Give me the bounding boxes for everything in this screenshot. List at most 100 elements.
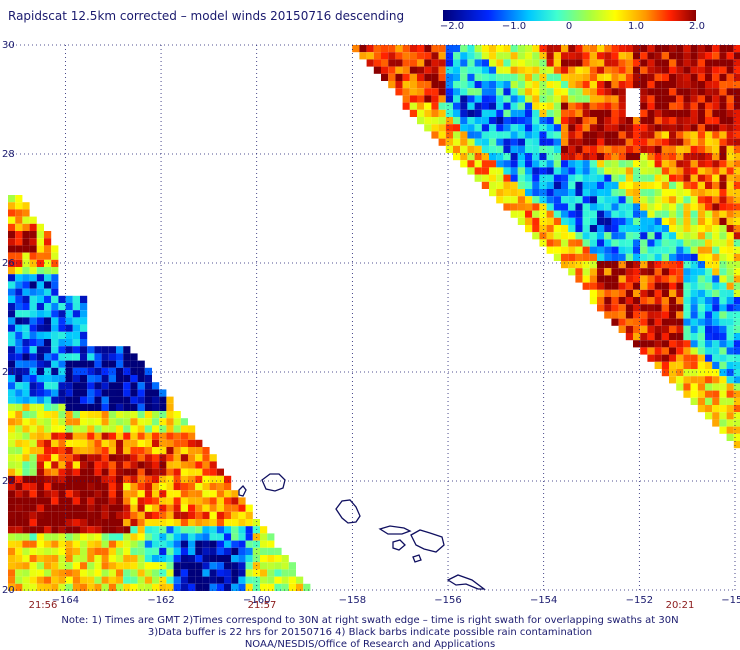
wind-cell: [445, 66, 453, 74]
wind-cell: [568, 203, 576, 211]
pass-time-label: 20:21: [665, 600, 695, 611]
wind-cell: [582, 124, 590, 132]
wind-cell: [561, 45, 569, 53]
wind-cell: [36, 562, 44, 570]
wind-cell: [640, 325, 648, 333]
wind-cell: [101, 526, 109, 534]
wind-cell: [44, 497, 52, 505]
wind-cell: [647, 311, 655, 319]
wind-cell: [597, 138, 605, 146]
wind-cell: [604, 66, 612, 74]
wind-cell: [582, 45, 590, 53]
wind-cell: [517, 124, 525, 132]
wind-cell: [453, 124, 461, 132]
wind-cell: [669, 369, 677, 377]
wind-cell: [87, 547, 95, 555]
wind-cell: [22, 331, 30, 339]
wind-cell: [669, 203, 677, 211]
wind-cell: [8, 576, 16, 584]
wind-cell: [438, 66, 446, 74]
wind-cell: [388, 45, 396, 53]
wind-cell: [733, 81, 740, 89]
wind-cell: [15, 281, 23, 289]
wind-cell: [633, 167, 641, 175]
wind-cell: [705, 145, 713, 153]
wind-cell: [726, 253, 734, 261]
wind-cell: [733, 268, 740, 276]
wind-cell: [726, 117, 734, 125]
wind-cell: [44, 259, 52, 267]
wind-cell: [108, 504, 116, 512]
wind-cell: [676, 167, 684, 175]
wind-cell: [94, 555, 102, 563]
wind-cell: [94, 569, 102, 577]
wind-cell: [618, 145, 626, 153]
wind-cell: [245, 555, 253, 563]
wind-cell: [8, 267, 16, 275]
wind-cell: [676, 376, 684, 384]
wind-cell: [8, 533, 16, 541]
wind-cell: [445, 109, 453, 117]
wind-cell: [733, 196, 740, 204]
wind-cell: [733, 275, 740, 283]
wind-cell: [144, 497, 152, 505]
wind-cell: [690, 333, 698, 341]
wind-cell: [597, 174, 605, 182]
wind-cell: [705, 282, 713, 290]
wind-cell: [94, 468, 102, 476]
wind-cell: [676, 239, 684, 247]
wind-cell: [697, 117, 705, 125]
wind-cell: [690, 102, 698, 110]
wind-cell: [683, 304, 691, 312]
wind-cell: [381, 66, 389, 74]
wind-cell: [137, 533, 145, 541]
wind-cell: [166, 483, 174, 491]
wind-cell: [431, 59, 439, 67]
wind-cell: [101, 490, 109, 498]
wind-cell: [195, 504, 203, 512]
wind-cell: [94, 475, 102, 483]
wind-cell: [633, 131, 641, 139]
wind-cell: [29, 216, 37, 224]
wind-cell: [195, 547, 203, 555]
wind-cell: [597, 109, 605, 117]
wind-cell: [94, 483, 102, 491]
wind-cell: [29, 223, 37, 231]
wind-cell: [690, 253, 698, 261]
wind-cell: [108, 461, 116, 469]
wind-cell: [238, 526, 246, 534]
wind-cell: [51, 540, 59, 548]
wind-cell: [130, 468, 138, 476]
wind-cell: [481, 131, 489, 139]
axis-labels: −164−162−160−158−156−154−152−15020222426…: [2, 40, 740, 606]
wind-cell: [202, 504, 210, 512]
wind-cell: [130, 583, 138, 591]
wind-cell: [72, 533, 80, 541]
wind-cell: [80, 439, 88, 447]
wind-cell: [589, 66, 597, 74]
wind-cell: [582, 210, 590, 218]
wind-cell: [94, 533, 102, 541]
wind-cell: [726, 246, 734, 254]
wind-cell: [582, 52, 590, 60]
wind-cell: [188, 475, 196, 483]
wind-cell: [683, 73, 691, 81]
wind-cell: [29, 447, 37, 455]
wind-cell: [726, 88, 734, 96]
wind-cell: [597, 181, 605, 189]
wind-cell: [532, 81, 540, 89]
wind-cell: [29, 411, 37, 419]
wind-cell: [611, 304, 619, 312]
wind-cell: [15, 490, 23, 498]
wind-cell: [216, 511, 224, 519]
wind-cell: [654, 261, 662, 269]
wind-cell: [58, 303, 66, 311]
wind-cell: [36, 468, 44, 476]
wind-cell: [582, 246, 590, 254]
wind-cell: [532, 167, 540, 175]
wind-cell: [719, 167, 727, 175]
wind-cell: [618, 45, 626, 53]
wind-cell: [604, 81, 612, 89]
wind-cell: [29, 583, 37, 591]
wind-cell: [44, 295, 52, 303]
